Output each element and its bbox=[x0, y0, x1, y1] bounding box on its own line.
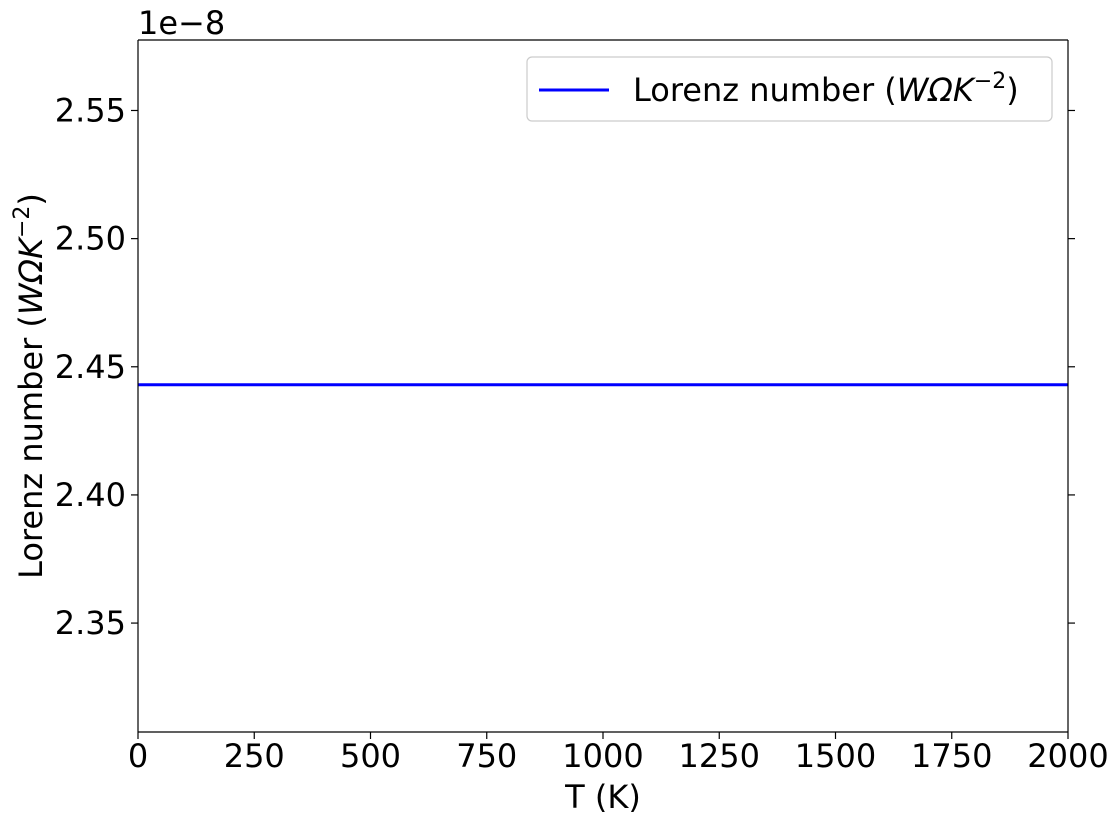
x-tick-label: 1750 bbox=[911, 737, 992, 775]
y-tick-label: 2.55 bbox=[55, 91, 126, 129]
x-tick-label: 1250 bbox=[679, 737, 760, 775]
x-tick-label: 1500 bbox=[795, 737, 876, 775]
y-axis-label-math: WΩK bbox=[12, 235, 50, 315]
legend-label-sup: −2 bbox=[974, 69, 1006, 94]
legend: Lorenz number (WΩK−2) bbox=[526, 56, 1053, 122]
legend-label-suffix: ) bbox=[1006, 71, 1018, 109]
axes-frame bbox=[137, 39, 1069, 733]
y-axis-ticks: 2.35 2.40 2.45 2.50 2.55 bbox=[55, 91, 1075, 642]
x-tick-label: 1000 bbox=[562, 737, 643, 775]
y-axis-label-sup: −2 bbox=[10, 206, 35, 238]
y-offset-label: 1e−8 bbox=[138, 4, 225, 42]
x-tick-label: 0 bbox=[128, 737, 148, 775]
legend-label-prefix: Lorenz number ( bbox=[633, 71, 897, 109]
x-tick-label: 2000 bbox=[1027, 737, 1108, 775]
y-tick-label: 2.50 bbox=[55, 220, 126, 258]
y-tick-label: 2.45 bbox=[55, 348, 126, 386]
y-tick-label: 2.35 bbox=[55, 604, 126, 642]
legend-label-math: WΩK bbox=[897, 71, 977, 109]
x-tick-label: 750 bbox=[456, 737, 517, 775]
x-axis-ticks: 0 250 500 750 1000 1250 1500 1750 2000 bbox=[128, 732, 1109, 775]
x-tick-label: 500 bbox=[340, 737, 401, 775]
y-axis-label-suffix: ) bbox=[12, 193, 50, 205]
y-tick-label: 2.40 bbox=[55, 476, 126, 514]
x-axis-label: T (K) bbox=[564, 778, 641, 816]
legend-label: Lorenz number (WΩK−2) bbox=[633, 69, 1019, 109]
x-tick-label: 250 bbox=[224, 737, 285, 775]
y-axis-label: Lorenz number (WΩK−2) bbox=[10, 193, 50, 579]
legend-box bbox=[526, 56, 1053, 122]
y-axis-label-prefix: Lorenz number ( bbox=[12, 315, 50, 579]
